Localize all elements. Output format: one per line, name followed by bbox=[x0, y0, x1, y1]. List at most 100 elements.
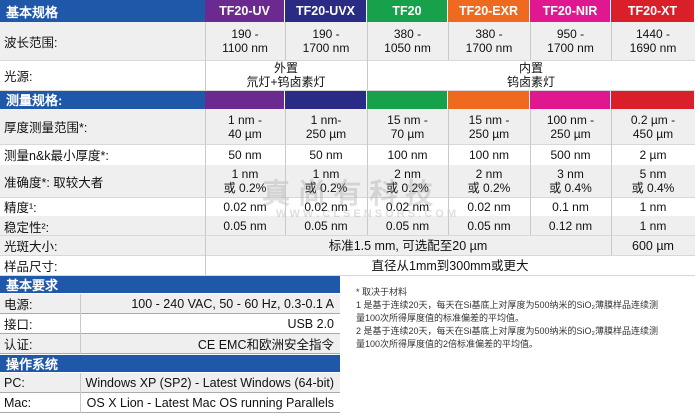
wavelength-row-bg bbox=[0, 22, 695, 60]
measure-cell-nir: 100 nm -250 µm bbox=[530, 109, 611, 144]
measure-row-label: 稳定性²: bbox=[4, 220, 50, 235]
column-header-uv: TF20-UV bbox=[205, 0, 284, 22]
wavelength-cell-uvx: 190 -1700 nm bbox=[285, 22, 367, 60]
column-header-tf20: TF20 bbox=[367, 0, 447, 22]
measure-cell-exr: 2 nm 或 0.2% bbox=[448, 165, 530, 197]
measure-cell-line: 250 µm bbox=[468, 126, 510, 141]
footnotes: * 取决于材料 1 是基于连续20天，每天在Si基底上对厚度为500纳米的SiO… bbox=[356, 286, 692, 351]
color-bar-uv bbox=[205, 90, 284, 109]
requirement-label: 接口: bbox=[4, 318, 33, 332]
measure-cell-line: 0.12 nm bbox=[548, 219, 593, 233]
footnote-1-line2: 量100次所得厚度值的标准偏差的平均值。 bbox=[356, 313, 525, 323]
wavelength-cell-tf20: 380 -1050 nm bbox=[367, 22, 448, 60]
column-divider bbox=[205, 236, 206, 275]
section-header-os: 操作系统 bbox=[0, 355, 340, 372]
wavelength-line: 1690 nm bbox=[629, 41, 677, 55]
column-divider bbox=[205, 60, 206, 90]
column-divider bbox=[285, 109, 286, 235]
measure-cell-line: 1 nm bbox=[639, 199, 667, 214]
measure-cell-uv: 0.05 nm bbox=[205, 216, 285, 236]
wavelength-cell-xt: 1440 -1690 nm bbox=[611, 22, 695, 60]
light-source-internal: 内置 钨卤素灯 bbox=[367, 60, 695, 90]
measure-cell-uvx: 50 nm bbox=[285, 144, 367, 165]
wavelength-line: 1700 nm bbox=[465, 41, 513, 55]
wavelength-line: 1100 nm bbox=[222, 41, 268, 55]
color-bar-exr bbox=[448, 90, 529, 109]
os-divider bbox=[0, 412, 340, 413]
measure-cell-line: 15 nm - bbox=[468, 112, 510, 127]
measure-cell-nir: 3 nm 或 0.4% bbox=[530, 165, 611, 197]
measure-cell-uv: 1 nm 或 0.2% bbox=[205, 165, 285, 197]
requirement-row-bg bbox=[0, 334, 340, 353]
os-value: Windows XP (SP2) - Latest Windows (64-bi… bbox=[85, 375, 334, 390]
measure-cell-line: 或 0.2% bbox=[304, 181, 348, 195]
light-source-internal-line2: 钨卤素灯 bbox=[506, 75, 555, 89]
measure-cell-line: 3 nm bbox=[557, 167, 584, 181]
requirement-label: 认证: bbox=[4, 338, 33, 352]
wavelength-cell-uv: 190 -1100 nm bbox=[205, 22, 285, 60]
wavelength-line: 380 - bbox=[393, 27, 422, 41]
column-header-exr: TF20-EXR bbox=[448, 0, 529, 22]
measure-row-label: 精度¹: bbox=[4, 201, 37, 215]
color-bar-nir bbox=[530, 90, 610, 109]
measure-cell-uv: 0.02 nm bbox=[205, 197, 285, 216]
column-divider bbox=[448, 22, 449, 60]
footnote-2-line2: 量100次所得厚度值的2倍标准偏差的平均值。 bbox=[356, 339, 539, 349]
measure-cell-line: 5 nm bbox=[639, 167, 667, 181]
wavelength-label: 波长范围: bbox=[4, 35, 58, 50]
measure-cell-line: 100 nm - bbox=[546, 112, 595, 127]
wavelength-line: 1440 - bbox=[635, 27, 671, 41]
column-divider bbox=[367, 60, 368, 90]
measure-cell-nir: 500 nm bbox=[530, 144, 611, 165]
measure-cell-line: 0.02 nm bbox=[223, 199, 267, 214]
color-bar-xt bbox=[611, 90, 694, 109]
measure-cell-line: 0.05 nm bbox=[385, 219, 430, 233]
measure-cell-line: 250 µm bbox=[305, 126, 347, 141]
measure-cell-line: 0.02 nm bbox=[304, 199, 348, 214]
light-source-external: 外置 氘灯+钨卤素灯 bbox=[205, 60, 367, 90]
measure-cell-tf20: 100 nm bbox=[367, 144, 448, 165]
spot-size-label: 光斑大小: bbox=[4, 240, 58, 254]
wavelength-line: 190 - bbox=[231, 27, 259, 41]
requirement-divider bbox=[0, 313, 340, 314]
measure-cell-uv: 50 nm bbox=[205, 144, 285, 165]
requirement-value: 100 - 240 VAC, 50 - 60 Hz, 0.3-0.1 A bbox=[131, 296, 334, 311]
os-label: Mac: bbox=[4, 395, 32, 410]
spot-row-bg bbox=[0, 236, 695, 255]
measure-cell-xt: 0.2 µm -450 µm bbox=[611, 109, 695, 144]
measure-cell-line: 或 0.2% bbox=[467, 181, 511, 195]
measure-cell-line: 0.05 nm bbox=[223, 219, 267, 233]
requirement-divider bbox=[0, 353, 340, 354]
measure-cell-line: 40 µm bbox=[228, 126, 262, 141]
sample-size-value: 直径从1mm到300mm或更大 bbox=[371, 258, 529, 273]
measure-cell-line: 450 µm bbox=[632, 126, 674, 141]
table-divider bbox=[0, 90, 695, 91]
requirement-row-bg bbox=[0, 294, 340, 313]
measure-cell-tf20: 0.05 nm bbox=[367, 216, 448, 236]
column-divider bbox=[367, 109, 368, 235]
measure-cell-uvx: 0.05 nm bbox=[285, 216, 367, 236]
measure-cell-exr: 100 nm bbox=[448, 144, 530, 165]
column-divider bbox=[530, 22, 531, 60]
light-source-external-line2: 氘灯+钨卤素灯 bbox=[246, 75, 326, 89]
measure-cell-line: 0.05 nm bbox=[467, 219, 511, 233]
measure-row-bg bbox=[0, 109, 695, 144]
measure-cell-tf20: 0.02 nm bbox=[367, 197, 448, 216]
measure-cell-line: 或 0.4% bbox=[549, 181, 592, 195]
os-value: OS X Lion - Latest Mac OS running Parall… bbox=[86, 395, 334, 410]
measure-cell-line: 2 µm bbox=[639, 147, 667, 162]
measure-cell-uvx: 1 nm 或 0.2% bbox=[285, 165, 367, 197]
measure-cell-line: 0.2 µm - bbox=[630, 112, 676, 127]
measure-cell-line: 0.05 nm bbox=[304, 219, 348, 233]
measure-cell-line: 或 0.2% bbox=[223, 181, 267, 195]
measure-row-bg bbox=[0, 165, 695, 197]
measure-cell-line: 500 nm bbox=[550, 147, 591, 162]
measure-cell-line: 1 nm- bbox=[310, 112, 342, 127]
column-divider bbox=[205, 109, 206, 235]
measure-cell-line: 或 0.4% bbox=[631, 181, 675, 195]
wavelength-line: 1700 nm bbox=[547, 41, 594, 55]
measure-cell-xt: 1 nm bbox=[611, 216, 695, 236]
measure-cell-line: 1 nm bbox=[312, 167, 340, 181]
row-divider bbox=[0, 197, 695, 198]
measure-cell-nir: 0.12 nm bbox=[530, 216, 611, 236]
